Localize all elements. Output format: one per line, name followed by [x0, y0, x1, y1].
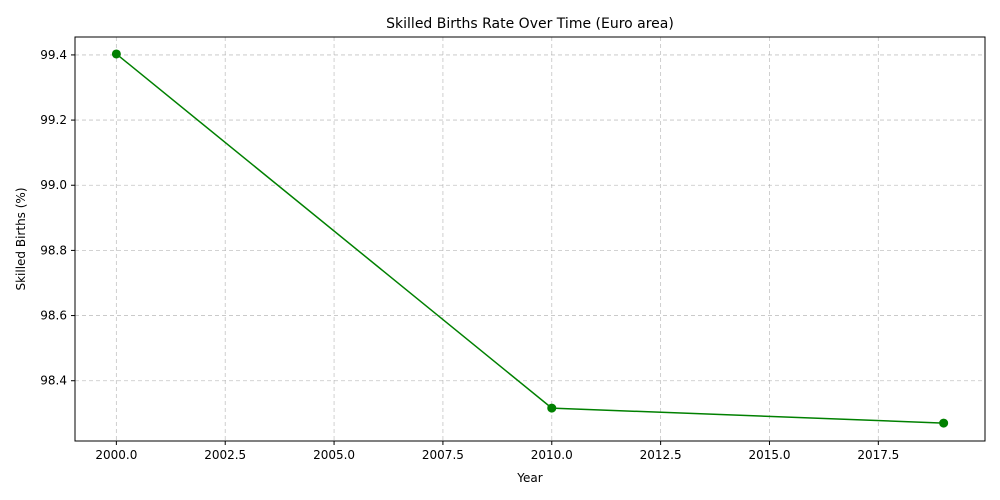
- series-line: [115, 53, 944, 424]
- x-tick-label: 2010.0: [531, 448, 573, 462]
- y-axis-label: Skilled Births (%): [14, 187, 28, 290]
- y-tick-label: 98.4: [40, 374, 67, 388]
- y-tick-label: 99.0: [40, 178, 67, 192]
- x-tick-label: 2005.0: [313, 448, 355, 462]
- grid-layer: [75, 37, 985, 441]
- chart-title: Skilled Births Rate Over Time (Euro area…: [386, 16, 674, 32]
- x-tick-label: 2000.0: [95, 448, 137, 462]
- y-tick-label: 98.6: [40, 309, 67, 323]
- data-point: [547, 403, 557, 413]
- x-tick-label: 2002.5: [204, 448, 246, 462]
- x-axis-label: Year: [516, 471, 542, 485]
- series-layer: [111, 49, 949, 428]
- y-tick-label: 99.2: [40, 113, 67, 127]
- x-tick-label: 2017.5: [857, 448, 899, 462]
- x-tick-label: 2012.5: [640, 448, 682, 462]
- y-tick-label: 98.8: [40, 243, 67, 257]
- y-tick-label: 99.4: [40, 48, 67, 62]
- data-point: [939, 418, 949, 428]
- x-tick-label: 2015.0: [748, 448, 790, 462]
- tick-layer: 2000.0 2002.5 2005.0 2007.5 2010.0 2012.5 2015…: [40, 48, 899, 462]
- x-tick-label: 2007.5: [422, 448, 464, 462]
- plot-frame: [74, 36, 986, 442]
- data-point: [111, 49, 121, 59]
